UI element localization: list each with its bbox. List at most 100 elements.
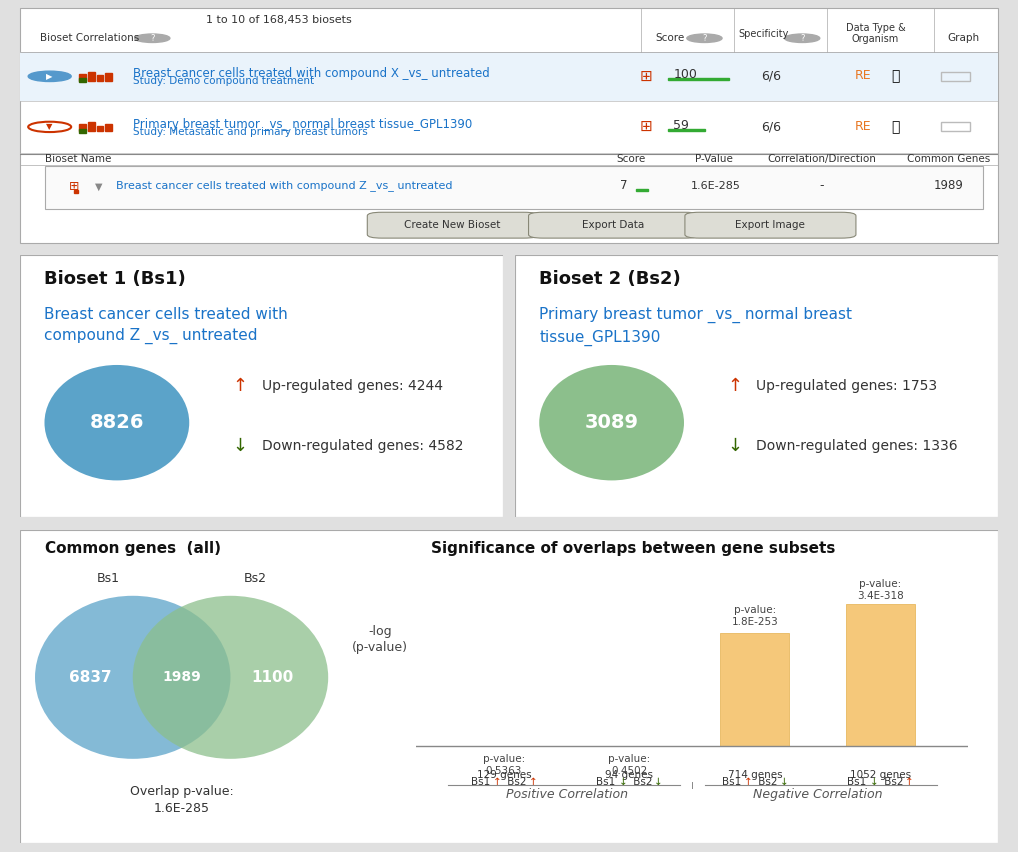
Text: ▶: ▶ [47,72,53,81]
Text: Primary breast tumor _vs_ normal breast tissue_GPL1390: Primary breast tumor _vs_ normal breast … [132,118,472,131]
Text: 714 genes: 714 genes [728,770,782,780]
Text: ⊞: ⊞ [69,180,79,193]
Circle shape [687,34,722,43]
Text: ↓: ↓ [654,777,663,787]
Text: Bs2: Bs2 [629,777,653,787]
Text: Bs2: Bs2 [504,777,526,787]
Text: Negative Correlation: Negative Correlation [753,788,883,801]
FancyBboxPatch shape [20,52,998,101]
Text: Significance of overlaps between gene subsets: Significance of overlaps between gene su… [431,541,835,556]
Text: Down-regulated genes: 4582: Down-regulated genes: 4582 [262,440,463,453]
FancyBboxPatch shape [515,255,998,517]
Text: Bs1: Bs1 [470,777,490,787]
Text: Breast cancer cells treated with
compound Z _vs_ untreated: Breast cancer cells treated with compoun… [45,308,288,344]
Text: Bs1: Bs1 [847,777,866,787]
Text: 6837: 6837 [69,670,112,685]
Bar [97,126,104,131]
Text: -log
(p-value): -log (p-value) [352,625,408,654]
Bar [88,123,95,131]
Text: Up-regulated genes: 4244: Up-regulated genes: 4244 [262,379,443,393]
Bar [668,130,705,131]
Text: Bs2: Bs2 [243,572,267,585]
Text: Bs2: Bs2 [755,777,778,787]
Text: 129 genes: 129 genes [476,770,531,780]
Bar [79,78,86,82]
Circle shape [29,122,71,132]
Bar [941,123,970,131]
Text: RE: RE [854,120,871,133]
Text: Score: Score [617,154,645,164]
Text: ↓: ↓ [780,777,788,787]
Text: ↑: ↑ [494,777,502,787]
Text: Export Image: Export Image [735,220,805,230]
Bar [106,72,112,81]
FancyBboxPatch shape [20,530,998,843]
Text: Bioset 2 (Bs2): Bioset 2 (Bs2) [540,270,681,289]
Text: Overlap p-value:
1.6E-285: Overlap p-value: 1.6E-285 [129,785,233,815]
Text: Bs1: Bs1 [596,777,615,787]
Bar [88,72,95,81]
Text: 6/6: 6/6 [760,120,781,134]
Text: ▼: ▼ [95,181,102,192]
Text: 1989: 1989 [934,180,964,193]
Text: 100: 100 [673,68,697,81]
Text: Bs1: Bs1 [722,777,741,787]
Ellipse shape [45,365,189,481]
Text: Positive Correlation: Positive Correlation [506,788,628,801]
Text: p-value:
0.5363: p-value: 0.5363 [483,754,525,776]
Text: Bs1: Bs1 [97,572,120,585]
Text: Primary breast tumor _vs_ normal breast
tissue_GPL1390: Primary breast tumor _vs_ normal breast … [540,308,852,346]
FancyBboxPatch shape [367,212,539,238]
Text: 👤: 👤 [891,120,899,134]
Text: ↓: ↓ [619,777,627,787]
Bar [74,190,78,193]
Text: p-value:
1.8E-253: p-value: 1.8E-253 [732,605,779,627]
FancyBboxPatch shape [20,255,503,517]
Text: ?: ? [800,34,804,43]
Ellipse shape [35,596,230,759]
Ellipse shape [540,365,684,481]
Text: ↓: ↓ [869,777,879,787]
Text: -: - [819,180,824,193]
Text: RE: RE [854,69,871,83]
Text: Create New Bioset: Create New Bioset [404,220,501,230]
FancyBboxPatch shape [45,166,983,209]
Text: Export Data: Export Data [582,220,644,230]
Text: Up-regulated genes: 1753: Up-regulated genes: 1753 [756,379,938,393]
Text: Correlation/Direction: Correlation/Direction [768,154,876,164]
Text: ↑: ↑ [905,777,914,787]
Text: ↓: ↓ [728,437,742,455]
Text: 8826: 8826 [90,413,145,432]
Text: p-value:
3.4E-318: p-value: 3.4E-318 [857,579,904,602]
Ellipse shape [132,596,328,759]
Text: Study: Demo compound treatment: Study: Demo compound treatment [132,76,314,86]
Text: Data Type &
Organism: Data Type & Organism [846,23,905,44]
Text: Common genes  (all): Common genes (all) [45,541,221,556]
Text: Bs2: Bs2 [881,777,903,787]
Text: Study: Metastatic and primary breast tumors: Study: Metastatic and primary breast tum… [132,127,367,137]
Bar [668,78,729,80]
Text: 59: 59 [673,118,689,132]
Bar [79,73,86,81]
Text: 6/6: 6/6 [760,70,781,83]
Text: p-value:
0.4502: p-value: 0.4502 [609,754,651,776]
Text: ⊞: ⊞ [639,69,653,83]
Text: 👤: 👤 [891,69,899,83]
Text: Bioset Correlations: Bioset Correlations [40,33,139,43]
Bar [97,75,104,81]
Text: 1100: 1100 [251,670,293,685]
Bar [721,633,790,746]
Text: ↑: ↑ [744,777,753,787]
Bar [941,72,970,81]
FancyBboxPatch shape [685,212,856,238]
Text: Breast cancer cells treated with compound X _vs_ untreated: Breast cancer cells treated with compoun… [132,67,490,80]
Circle shape [785,34,819,43]
Bar [106,124,112,131]
Text: 1052 genes: 1052 genes [850,770,911,780]
Text: Bioset 1 (Bs1): Bioset 1 (Bs1) [45,270,186,289]
Text: 3089: 3089 [584,413,638,432]
Text: Specificity: Specificity [738,28,788,38]
Text: ?: ? [150,34,155,43]
FancyBboxPatch shape [20,8,998,243]
Text: Score: Score [656,33,685,43]
